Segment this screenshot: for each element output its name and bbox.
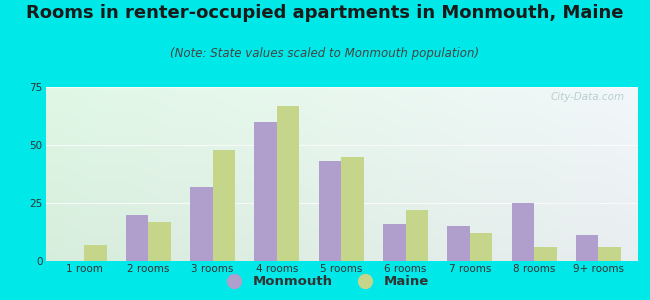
Bar <box>406 210 428 261</box>
Bar <box>318 161 341 261</box>
Text: City-Data.com: City-Data.com <box>551 92 625 102</box>
Bar <box>84 245 107 261</box>
Bar <box>254 122 277 261</box>
Bar <box>190 187 213 261</box>
Bar <box>599 247 621 261</box>
Text: (Note: State values scaled to Monmouth population): (Note: State values scaled to Monmouth p… <box>170 46 480 59</box>
Bar <box>277 106 300 261</box>
Bar <box>341 157 364 261</box>
Legend: Monmouth, Maine: Monmouth, Maine <box>216 270 434 293</box>
Text: Rooms in renter-occupied apartments in Monmouth, Maine: Rooms in renter-occupied apartments in M… <box>26 4 624 22</box>
Bar <box>213 150 235 261</box>
Bar <box>383 224 406 261</box>
Bar <box>576 236 599 261</box>
Bar <box>447 226 470 261</box>
Bar <box>470 233 492 261</box>
Bar <box>512 203 534 261</box>
Bar <box>148 222 171 261</box>
Bar <box>126 214 148 261</box>
Bar <box>534 247 556 261</box>
